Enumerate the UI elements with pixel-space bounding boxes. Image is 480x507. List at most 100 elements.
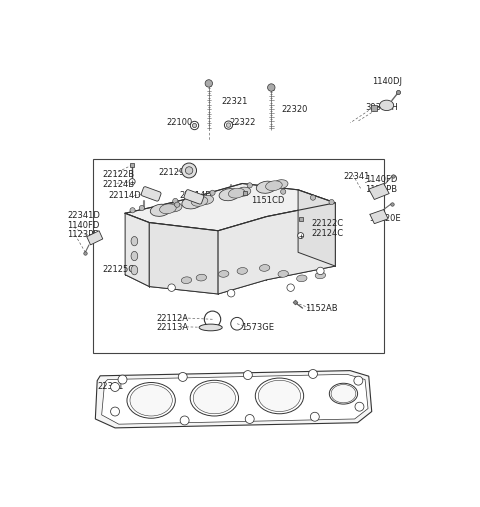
Polygon shape	[298, 190, 335, 266]
Polygon shape	[87, 231, 103, 245]
Ellipse shape	[265, 181, 282, 191]
Circle shape	[245, 415, 254, 423]
Circle shape	[247, 183, 252, 188]
Ellipse shape	[329, 383, 358, 404]
Text: 1140FD: 1140FD	[67, 221, 100, 230]
Text: 39220E: 39220E	[370, 214, 401, 224]
Ellipse shape	[219, 189, 240, 201]
Text: 22114D: 22114D	[179, 191, 212, 200]
Text: 22341: 22341	[344, 171, 370, 180]
Circle shape	[180, 416, 189, 425]
FancyBboxPatch shape	[141, 187, 161, 201]
Text: 22129: 22129	[158, 168, 185, 177]
Text: 1123PB: 1123PB	[67, 230, 99, 239]
Text: 22114D: 22114D	[108, 191, 141, 200]
Ellipse shape	[199, 324, 222, 331]
Text: 1151CD: 1151CD	[252, 197, 285, 205]
Polygon shape	[218, 203, 335, 294]
Ellipse shape	[193, 382, 236, 414]
Ellipse shape	[167, 203, 182, 212]
Ellipse shape	[199, 195, 214, 204]
Circle shape	[110, 382, 120, 391]
Polygon shape	[149, 223, 218, 294]
FancyBboxPatch shape	[184, 190, 204, 204]
Ellipse shape	[255, 378, 304, 414]
Circle shape	[267, 84, 275, 91]
Text: 1573GE: 1573GE	[241, 323, 275, 332]
Circle shape	[243, 371, 252, 380]
Ellipse shape	[218, 271, 229, 277]
Ellipse shape	[273, 179, 288, 189]
Polygon shape	[102, 374, 368, 424]
Ellipse shape	[131, 266, 138, 275]
Ellipse shape	[182, 197, 202, 209]
Circle shape	[329, 199, 334, 205]
Text: 22124B: 22124B	[103, 180, 135, 189]
Ellipse shape	[258, 380, 300, 412]
Ellipse shape	[130, 385, 172, 416]
Circle shape	[181, 163, 196, 178]
Ellipse shape	[237, 268, 248, 274]
Ellipse shape	[127, 382, 175, 418]
Circle shape	[129, 178, 135, 185]
Ellipse shape	[131, 251, 138, 261]
Circle shape	[205, 80, 213, 87]
Circle shape	[178, 373, 187, 381]
Text: 39310H: 39310H	[365, 103, 398, 112]
Ellipse shape	[256, 181, 276, 193]
Circle shape	[355, 402, 364, 411]
Text: 1140FD: 1140FD	[365, 175, 397, 184]
Ellipse shape	[315, 272, 325, 279]
Polygon shape	[96, 371, 372, 428]
Ellipse shape	[259, 265, 270, 271]
Circle shape	[173, 198, 178, 204]
Text: 22125C: 22125C	[103, 265, 135, 274]
Polygon shape	[370, 209, 388, 224]
Text: 22112A: 22112A	[156, 314, 188, 323]
Text: 22122B: 22122B	[103, 170, 135, 178]
Circle shape	[225, 121, 233, 129]
Ellipse shape	[131, 236, 138, 246]
Circle shape	[311, 412, 319, 421]
Polygon shape	[369, 184, 389, 199]
Circle shape	[298, 233, 304, 239]
Circle shape	[281, 189, 286, 194]
Ellipse shape	[150, 204, 170, 216]
Ellipse shape	[331, 385, 356, 403]
Text: 1140DJ: 1140DJ	[372, 78, 402, 86]
Circle shape	[317, 267, 324, 275]
Circle shape	[309, 370, 317, 378]
Circle shape	[175, 202, 180, 207]
Text: 22341D: 22341D	[67, 211, 100, 221]
Text: 22124C: 22124C	[311, 229, 343, 238]
Ellipse shape	[380, 100, 394, 111]
Text: 22311: 22311	[97, 382, 123, 391]
Circle shape	[287, 284, 294, 292]
Circle shape	[130, 208, 135, 213]
Circle shape	[210, 190, 215, 195]
Circle shape	[226, 123, 231, 127]
Ellipse shape	[278, 271, 288, 277]
Ellipse shape	[191, 196, 208, 206]
Text: 22322: 22322	[229, 118, 256, 127]
Ellipse shape	[228, 188, 245, 198]
Circle shape	[185, 167, 193, 174]
Circle shape	[118, 375, 127, 384]
Circle shape	[139, 205, 144, 210]
Circle shape	[168, 284, 175, 292]
Text: 22113A: 22113A	[156, 323, 188, 332]
Text: 1123PB: 1123PB	[365, 185, 397, 194]
Circle shape	[110, 407, 120, 416]
Ellipse shape	[297, 275, 307, 282]
Text: 22321: 22321	[222, 97, 248, 106]
Ellipse shape	[159, 204, 176, 214]
Polygon shape	[125, 213, 149, 286]
Text: 22320: 22320	[281, 104, 308, 114]
Circle shape	[354, 376, 363, 385]
Bar	[94, 159, 384, 353]
Polygon shape	[125, 184, 335, 231]
Ellipse shape	[236, 187, 251, 196]
Text: 1152AB: 1152AB	[305, 304, 338, 313]
Circle shape	[311, 195, 315, 200]
Ellipse shape	[181, 277, 192, 283]
